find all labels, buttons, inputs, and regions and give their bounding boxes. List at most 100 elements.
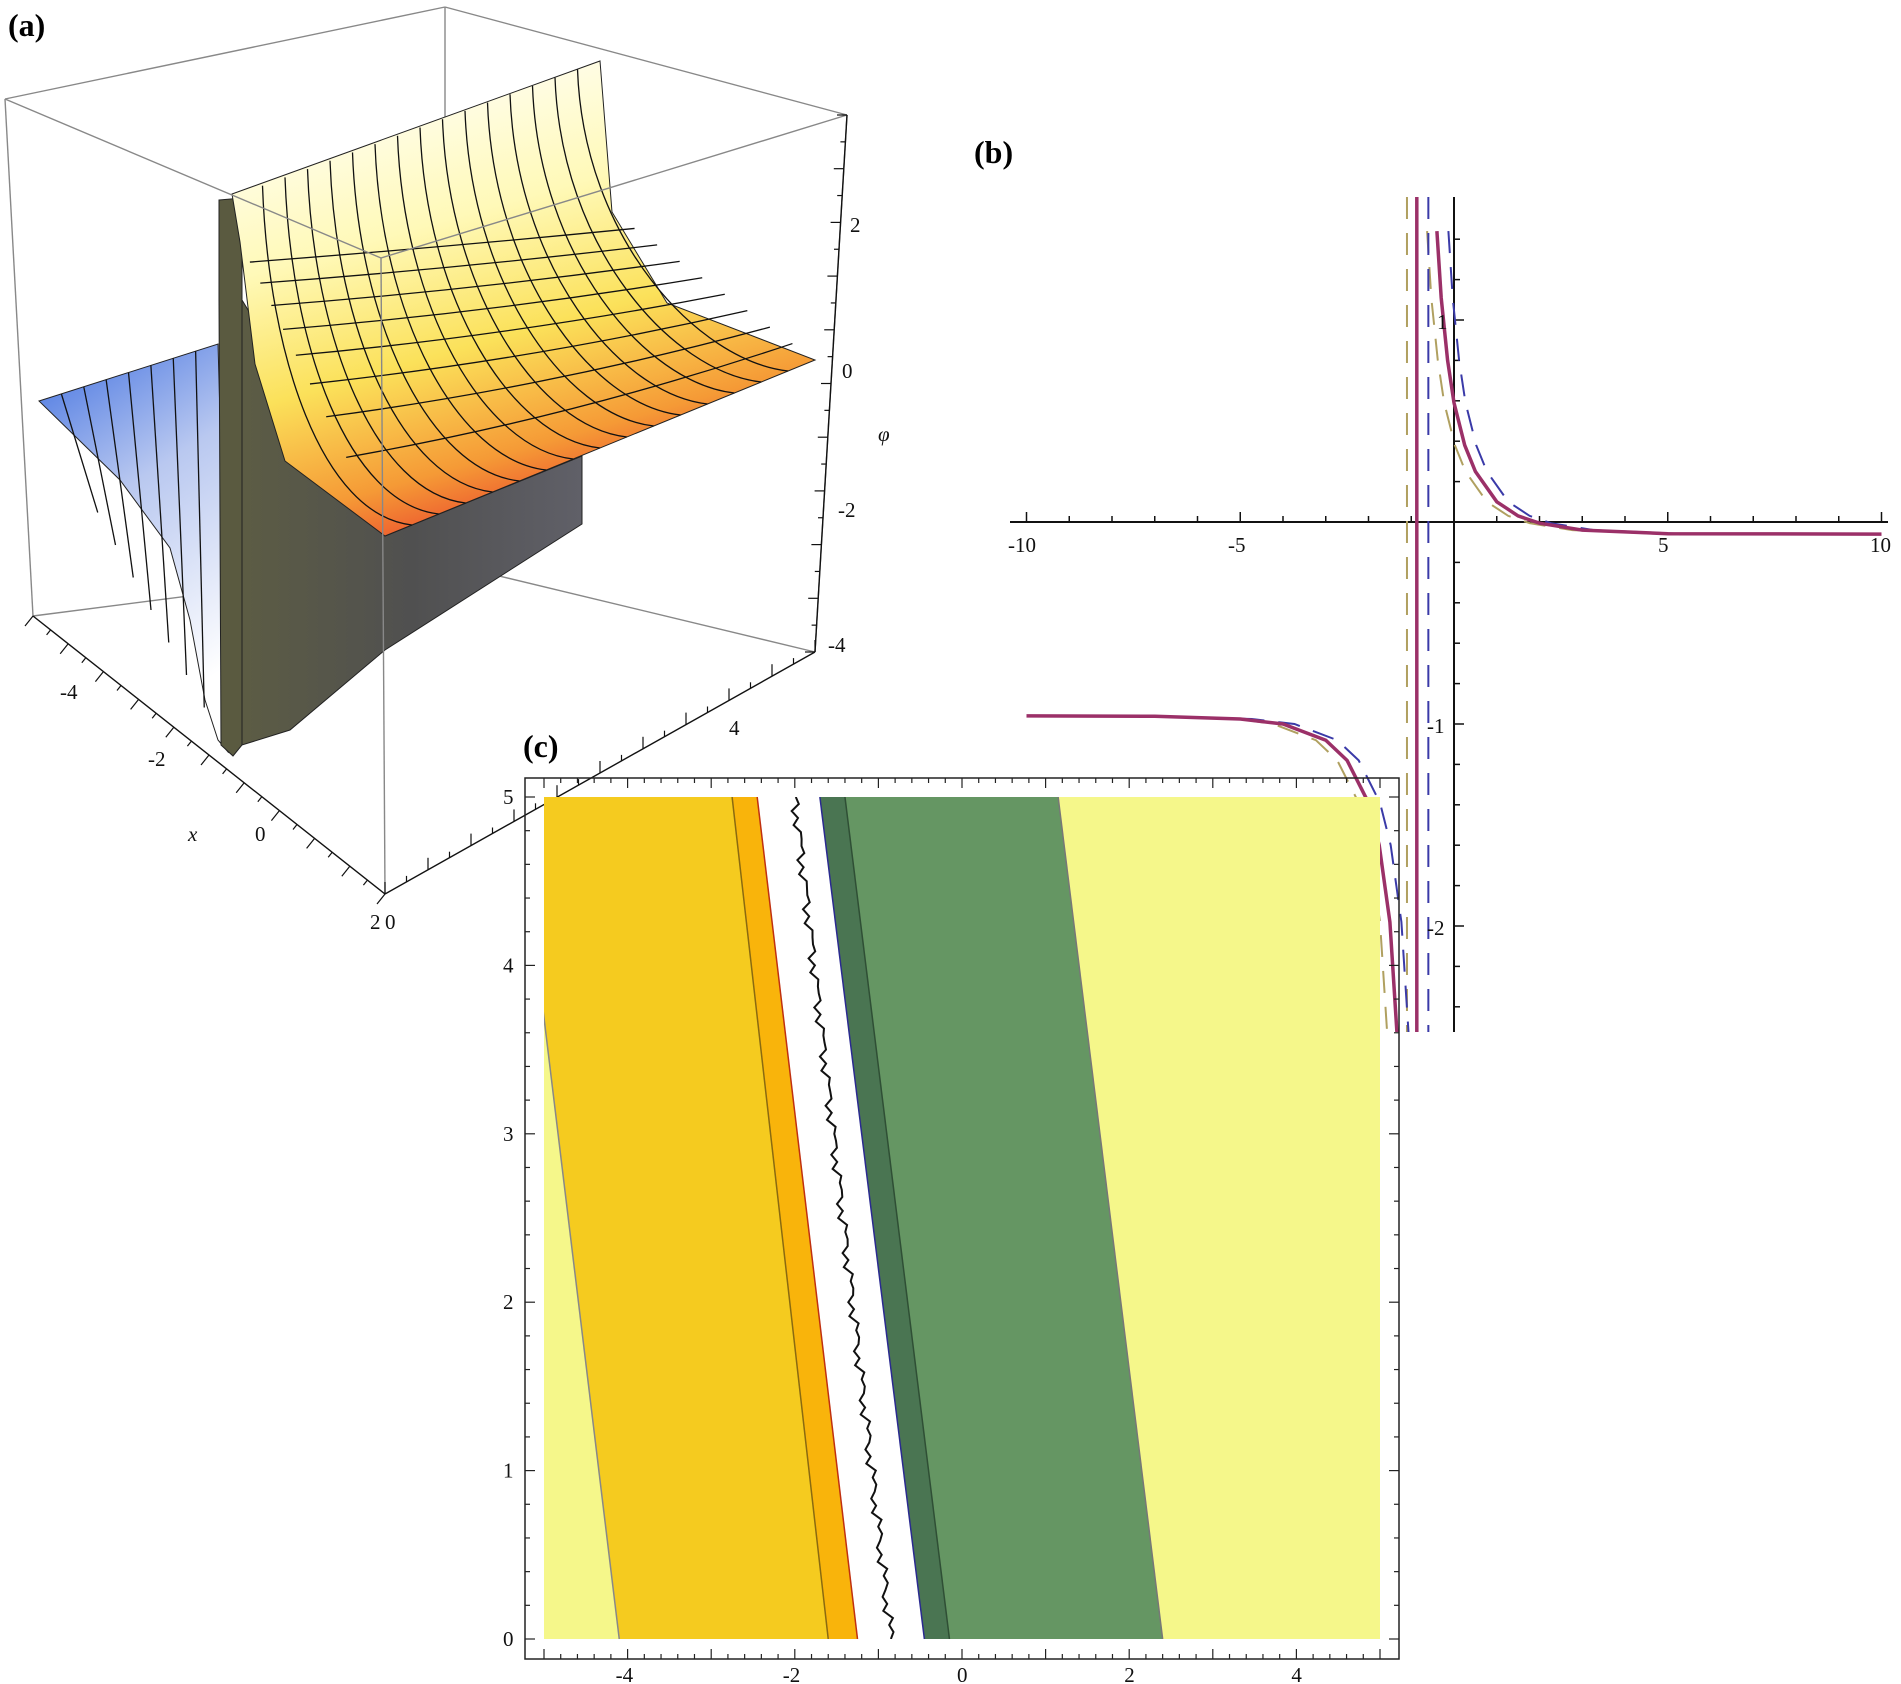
x-tick-label: -2 — [783, 1663, 801, 1684]
contour-band — [794, 797, 925, 1639]
surface-mesh-line — [284, 177, 439, 515]
panel-label-a: (a) — [8, 7, 45, 43]
x-axis-tick — [341, 865, 351, 877]
y-tick-label: 5 — [503, 785, 514, 809]
contour-line — [544, 1011, 620, 1639]
t-tick-label: 0 — [385, 910, 396, 934]
x-axis-tick — [270, 810, 280, 821]
x-axis-tick — [222, 768, 228, 775]
x-tick-label: -2 — [148, 747, 166, 771]
y-tick-label: 1 — [503, 1459, 514, 1483]
x-axis-tick — [327, 851, 333, 858]
contour-line — [731, 797, 829, 1639]
x-axis-tick — [46, 629, 52, 636]
x-axis-tick — [235, 782, 245, 794]
surface-mesh-line — [249, 227, 635, 263]
surface-mesh-line — [531, 85, 735, 394]
axes-b — [1010, 197, 1888, 1032]
surface-mesh-line — [150, 365, 170, 643]
surface-mesh-line — [346, 342, 793, 458]
contour-band — [1058, 797, 1380, 1639]
contour-line — [819, 797, 926, 1639]
series-solid-left-branch — [1026, 714, 1399, 1032]
phi-tick-label: 2 — [850, 213, 861, 237]
x-axis-tick — [306, 838, 316, 849]
x-axis-tick — [81, 657, 87, 664]
contour-band — [544, 797, 829, 1639]
phi-tick-label: -2 — [838, 498, 856, 522]
x-tick-label: 5 — [1658, 533, 1669, 557]
x-tick-label: -5 — [1228, 533, 1246, 557]
t-tick-label: 4 — [729, 716, 740, 740]
surface-mesh-line — [60, 393, 99, 513]
contour-band — [844, 797, 1163, 1639]
panel-a: (a) -4 -2 0 2 x 0 2 4 t 2 0 -2 -4 φ — [4, 6, 890, 934]
x-axis-tick — [292, 824, 298, 830]
x-axis-tick — [24, 615, 34, 627]
series-dashed-right-branch — [1426, 231, 1882, 536]
surface-mesh-line — [509, 94, 708, 405]
surface-mesh-line — [105, 379, 134, 578]
y-tick-label: -1 — [1427, 714, 1445, 738]
series-dashed-right-branch — [1447, 231, 1882, 536]
surface-mesh-line — [329, 160, 493, 493]
contour-bands — [544, 797, 1380, 1639]
surface-wall — [218, 197, 243, 757]
contour-band — [757, 797, 891, 1639]
surface-mesh-line — [419, 127, 601, 449]
y-tick-label: 2 — [503, 1290, 514, 1314]
x-axis-tick — [200, 754, 210, 766]
surface-mesh-line — [83, 386, 117, 546]
series-dashed-left-branch — [1026, 714, 1410, 1032]
surface-mesh-line — [576, 69, 789, 372]
x-axis-tick — [257, 796, 263, 803]
contour-band — [732, 797, 858, 1639]
surface-mesh-line — [260, 244, 658, 284]
axis-ticks-a — [24, 114, 847, 905]
x-axis-tick — [186, 740, 192, 747]
panel-label-c: (c) — [523, 728, 559, 764]
x-tick-label: 2 — [1124, 1663, 1135, 1684]
surface-mesh-line — [486, 102, 681, 416]
surface-mesh-line — [261, 185, 412, 526]
surface-mesh-line — [441, 119, 627, 438]
surface-mesh-line — [295, 293, 725, 356]
x-axis-tick — [151, 712, 157, 719]
panel-label-b: (b) — [974, 134, 1013, 170]
contour-band — [819, 797, 950, 1639]
x-tick-label: 4 — [1291, 1663, 1302, 1684]
tick-labels-c: -4 -2 0 2 4 0 1 2 3 4 5 — [503, 785, 1302, 1684]
x-tick-label: 0 — [255, 822, 266, 846]
x-axis-tick — [94, 671, 104, 682]
series-solid-right-branch — [1435, 230, 1882, 536]
phi-tick-label: 0 — [842, 359, 853, 383]
y-tick-label: 3 — [503, 1122, 514, 1146]
y-tick-label: 4 — [503, 953, 514, 977]
x-tick-label: 2 — [370, 910, 381, 934]
x-axis-tick — [59, 643, 69, 655]
surface-mesh-line — [396, 135, 574, 460]
x-tick-label: 10 — [1870, 533, 1891, 557]
contour-line — [1057, 797, 1164, 1639]
surface-mesh-line — [309, 310, 748, 385]
surface-mesh-line — [172, 358, 188, 676]
phi-axis-label: φ — [878, 422, 890, 446]
x-tick-label: 0 — [957, 1663, 968, 1684]
surface-mesh-line — [374, 144, 547, 471]
y-tick-label: 0 — [503, 1627, 514, 1651]
phi-tick-label: -4 — [828, 633, 846, 657]
surface-mesh-line — [283, 277, 703, 331]
contour-line — [844, 797, 951, 1639]
surface-mesh-line — [306, 169, 466, 504]
surface-mesh — [60, 69, 793, 708]
surface-mesh-line — [326, 326, 771, 418]
contour-line — [756, 797, 859, 1639]
y-tick-label: -2 — [1427, 916, 1445, 940]
x-axis-tick — [165, 726, 175, 738]
surface-mesh-line — [351, 152, 520, 482]
panel-b: (b) -10 -5 5 10 1 -1 -2 — [974, 134, 1891, 1032]
y-tick-label: 1 — [1437, 310, 1448, 334]
x-axis-label: x — [187, 822, 198, 846]
x-axis-tick — [116, 685, 122, 691]
